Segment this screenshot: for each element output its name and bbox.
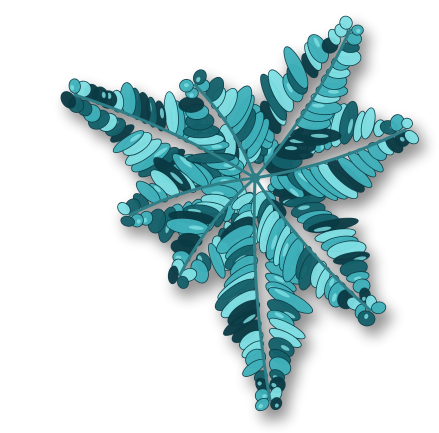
leaflet-highlight <box>186 273 191 278</box>
leaflet-highlight <box>107 92 112 99</box>
leaflet-highlight <box>285 329 299 337</box>
fern-stem <box>253 28 352 180</box>
leaflet-highlight <box>346 247 360 253</box>
leaflet-highlight <box>289 188 299 197</box>
leaflet-highlight <box>131 153 144 163</box>
leaflet-highlight <box>282 242 289 257</box>
fern-fronds <box>60 15 419 412</box>
leaflet-highlight <box>153 185 161 193</box>
fern-stem <box>253 176 372 312</box>
leaflet-highlight <box>189 93 194 98</box>
leaflet-highlight <box>188 225 204 230</box>
leaflet-highlight <box>271 383 277 388</box>
fern-center-hub <box>250 173 260 183</box>
fern-leaflet <box>270 397 283 411</box>
leaflet-highlight <box>274 312 284 319</box>
leaflet-highlight <box>313 37 320 48</box>
leaflet-highlight <box>356 28 361 33</box>
leaflet-highlight <box>283 333 295 341</box>
leaflet-highlight <box>142 217 147 223</box>
leaflet-highlight <box>258 403 264 409</box>
leaflet-highlight <box>331 293 337 302</box>
leaflet-highlight <box>310 133 329 138</box>
leaflet-highlight <box>101 91 106 99</box>
fern-leaflet <box>371 301 387 315</box>
leaflet-highlight <box>347 118 354 134</box>
leaflet-highlight <box>286 82 293 93</box>
leaflet-highlight <box>298 172 309 183</box>
leaflet-highlight <box>195 137 209 142</box>
leaflet-highlight <box>280 345 290 351</box>
leaflet-highlight <box>313 226 332 232</box>
fern-leaflet <box>117 202 131 216</box>
leaflet-highlight <box>316 282 323 294</box>
fern-leaflet <box>401 117 413 129</box>
leaflet-highlight <box>136 219 141 224</box>
leaflet-highlight <box>154 147 168 157</box>
fern-stem <box>252 176 272 402</box>
leaflet-highlight <box>271 234 278 250</box>
leaflet-highlight <box>274 288 290 298</box>
leaflet-highlight <box>327 89 340 94</box>
fern-leaflet <box>167 265 179 285</box>
leaflet-highlight <box>340 52 350 57</box>
fern-leaflet <box>120 215 135 227</box>
leaflet-highlight <box>274 403 279 408</box>
leaflet-highlight <box>179 156 192 168</box>
leaflet-highlight <box>159 108 165 119</box>
leaflet-highlight <box>312 103 325 108</box>
leaflet-highlight <box>399 136 405 142</box>
leaflet-highlight <box>343 19 348 24</box>
fern-stem <box>73 93 257 180</box>
leaflet-highlight <box>329 278 335 287</box>
leaflet-highlight <box>283 311 296 319</box>
leaflet-highlight <box>322 233 337 239</box>
fern-stems <box>73 28 407 402</box>
leaflet-highlight <box>70 85 75 91</box>
fern-stem <box>253 128 407 180</box>
leaflet-highlight <box>171 106 177 122</box>
leaflet-highlight <box>338 27 343 32</box>
leaflet-highlight <box>274 275 285 283</box>
leaflet-highlight <box>183 83 189 88</box>
leaflet-highlight <box>262 394 267 399</box>
fern-stem <box>128 176 257 217</box>
leaflet-highlight <box>130 133 141 142</box>
leaflet-highlight <box>364 313 369 319</box>
leaflet-highlight <box>284 146 298 151</box>
leaflet-highlight <box>297 205 310 210</box>
leaflet-highlight <box>257 381 262 386</box>
fern-leaflet <box>60 91 77 109</box>
fern-stem <box>178 176 257 277</box>
leaflet-highlight <box>170 172 183 184</box>
fern-leaflet <box>208 243 226 279</box>
fern-leaflet <box>177 275 189 289</box>
leaflet-highlight <box>211 144 223 149</box>
fern-leaflet <box>360 107 376 140</box>
fern-stem <box>193 83 257 180</box>
fern-leaflet <box>404 130 419 145</box>
leaflet-highlight <box>243 314 256 324</box>
leaflet-highlight <box>362 296 366 301</box>
leaflet-highlight <box>196 77 201 83</box>
leaflet-highlight <box>175 255 182 260</box>
leaflet-highlight <box>227 299 241 309</box>
leaflet-highlight <box>382 144 389 151</box>
